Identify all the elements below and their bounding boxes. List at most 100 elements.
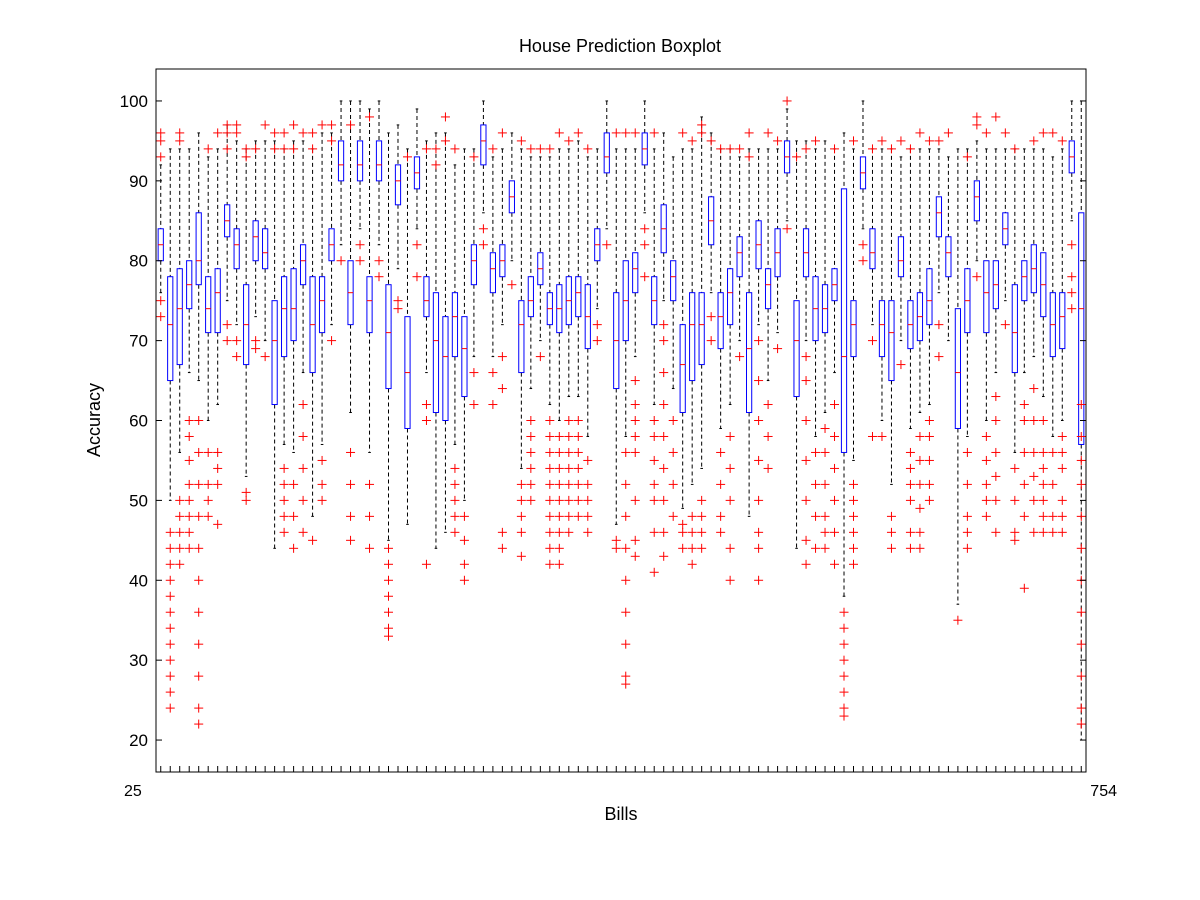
outlier-marker xyxy=(687,559,697,569)
outlier-marker xyxy=(526,447,536,457)
box-group xyxy=(194,132,204,729)
outlier-marker xyxy=(839,623,849,633)
outlier-marker xyxy=(716,527,726,537)
box-group xyxy=(374,100,384,282)
outlier-marker xyxy=(327,136,337,146)
box-iqr xyxy=(603,132,610,174)
box-group xyxy=(744,128,754,517)
outlier-marker xyxy=(573,479,583,489)
outlier-marker xyxy=(592,336,602,346)
outlier-marker xyxy=(298,527,308,537)
outlier-marker xyxy=(317,495,327,505)
box-iqr xyxy=(394,164,402,206)
outlier-marker xyxy=(754,455,764,465)
outlier-marker xyxy=(830,431,840,441)
box-iqr xyxy=(290,268,297,342)
outlier-marker xyxy=(194,416,204,425)
box-group xyxy=(488,144,498,410)
outlier-marker xyxy=(792,152,802,162)
outlier-marker xyxy=(962,447,972,457)
outlier-marker xyxy=(573,416,583,425)
outlier-marker xyxy=(735,352,745,362)
outlier-marker xyxy=(773,344,783,354)
outlier-marker xyxy=(554,431,564,441)
outlier-marker xyxy=(374,272,384,282)
outlier-marker xyxy=(1048,527,1058,537)
box-iqr xyxy=(840,188,848,453)
box-iqr xyxy=(176,268,183,366)
outlier-marker xyxy=(346,535,356,545)
outlier-marker xyxy=(545,431,555,441)
outlier-marker xyxy=(384,575,393,585)
outlier-marker xyxy=(232,336,242,346)
outlier-marker xyxy=(346,479,356,489)
outlier-marker xyxy=(298,400,308,410)
outlier-marker xyxy=(545,447,555,457)
outlier-marker xyxy=(213,519,223,529)
outlier-marker xyxy=(687,527,697,537)
box-iqr xyxy=(954,308,961,429)
outlier-marker xyxy=(725,463,735,473)
outlier-marker xyxy=(991,416,1001,425)
outlier-marker xyxy=(241,495,251,505)
box-group xyxy=(972,112,982,282)
outlier-marker xyxy=(867,336,877,346)
box-group xyxy=(412,108,422,282)
outlier-marker xyxy=(991,112,1001,122)
y-tick-label: 70 xyxy=(129,332,148,351)
outlier-marker xyxy=(279,128,289,138)
outlier-marker xyxy=(1076,703,1086,713)
outlier-marker xyxy=(659,551,669,561)
outlier-marker xyxy=(611,543,621,553)
outlier-marker xyxy=(554,543,564,553)
outlier-marker xyxy=(346,447,356,457)
box-iqr xyxy=(764,268,772,310)
outlier-marker xyxy=(222,320,232,330)
outlier-marker xyxy=(1010,527,1020,537)
outlier-marker xyxy=(659,527,669,537)
outlier-marker xyxy=(716,511,726,521)
outlier-marker xyxy=(1019,416,1029,425)
outlier-marker xyxy=(1067,288,1077,298)
outlier-marker xyxy=(1000,320,1010,330)
outlier-marker xyxy=(962,479,972,489)
outlier-marker xyxy=(1029,447,1039,457)
outlier-marker xyxy=(678,519,688,529)
outlier-marker xyxy=(811,543,821,553)
outlier-marker xyxy=(801,144,811,154)
outlier-marker xyxy=(1019,400,1029,410)
box-group xyxy=(877,136,887,441)
outlier-marker xyxy=(374,256,384,266)
outlier-marker xyxy=(184,527,194,537)
outlier-marker xyxy=(554,495,564,505)
box-iqr xyxy=(679,324,686,414)
outlier-marker xyxy=(1076,511,1086,521)
outlier-marker xyxy=(365,112,375,122)
box-iqr xyxy=(926,268,933,326)
outlier-marker xyxy=(981,455,991,465)
box-group xyxy=(440,112,450,533)
outlier-marker xyxy=(279,463,289,473)
outlier-marker xyxy=(630,535,640,545)
box-group xyxy=(924,136,934,505)
outlier-marker xyxy=(1076,400,1086,410)
box-iqr xyxy=(945,236,952,278)
outlier-marker xyxy=(516,551,526,561)
outlier-marker xyxy=(497,543,507,553)
outlier-marker xyxy=(165,671,175,681)
outlier-marker xyxy=(886,543,896,553)
outlier-marker xyxy=(1038,527,1048,537)
outlier-marker xyxy=(630,128,640,138)
outlier-marker xyxy=(564,136,574,146)
outlier-marker xyxy=(165,655,175,665)
outlier-marker xyxy=(744,152,754,162)
outlier-marker xyxy=(811,447,821,457)
outlier-marker xyxy=(583,527,593,537)
outlier-marker xyxy=(649,431,659,441)
box-iqr xyxy=(1078,212,1085,445)
outlier-marker xyxy=(478,240,488,250)
outlier-marker xyxy=(213,128,223,138)
outlier-marker xyxy=(308,128,318,138)
outlier-marker xyxy=(459,535,469,545)
